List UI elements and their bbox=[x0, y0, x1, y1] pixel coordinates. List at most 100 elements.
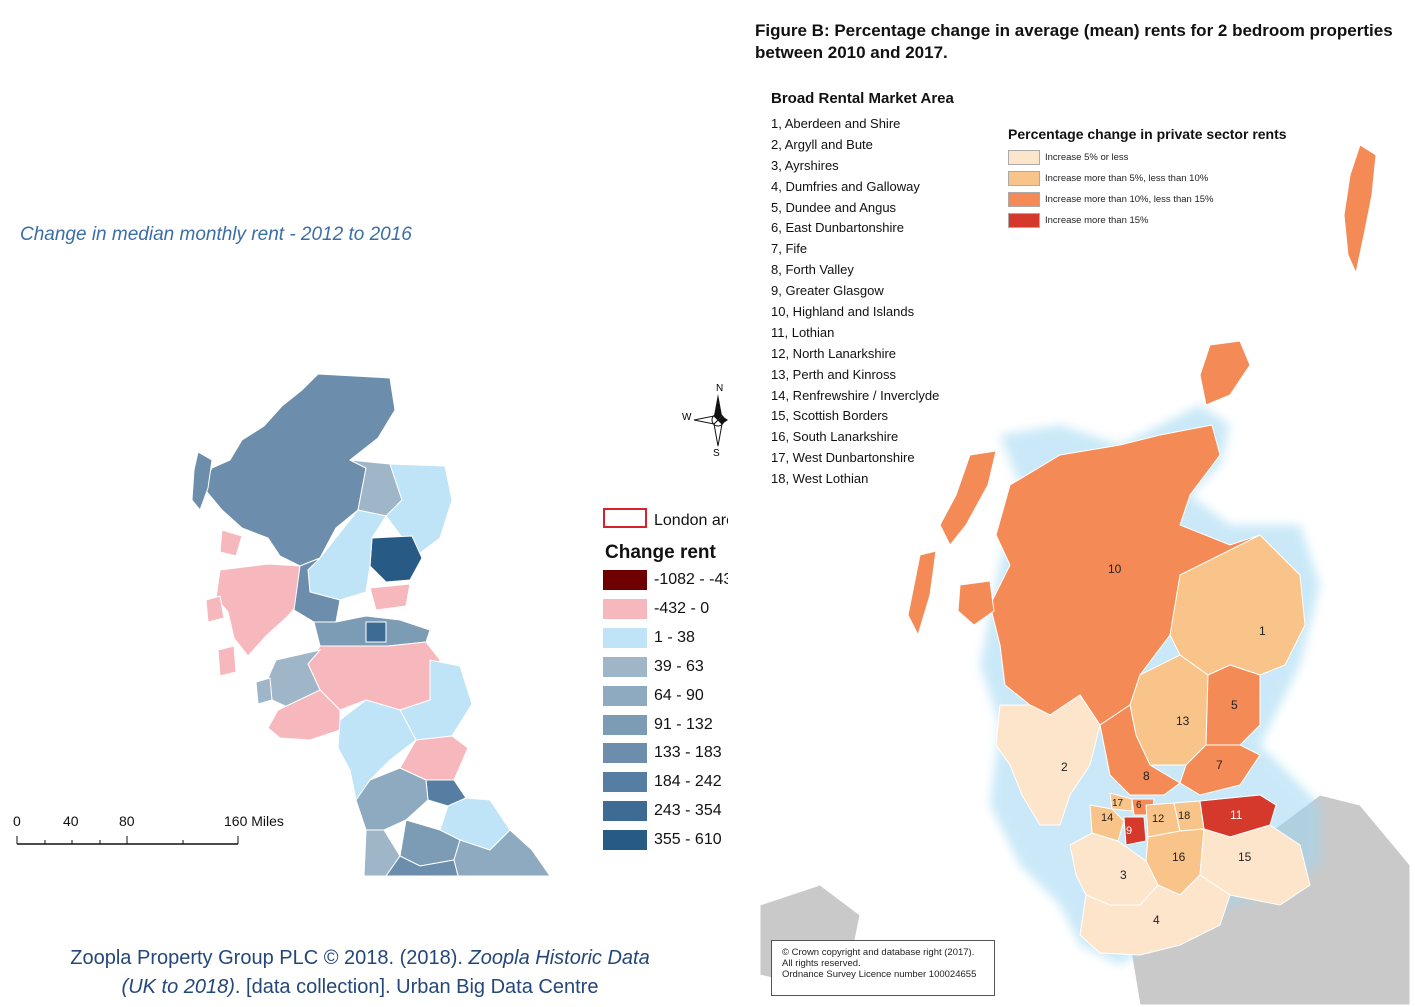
region-cumbria bbox=[337, 699, 417, 802]
rental-market-area-item: 16, South Lanarkshire bbox=[771, 429, 899, 445]
legend-class-label: 355 - 610 bbox=[654, 831, 722, 849]
region-17-west-dunbartonshire bbox=[1109, 792, 1133, 812]
legend-class-label: 39 - 63 bbox=[654, 657, 704, 675]
legend-title: Change rent bbox=[605, 542, 716, 563]
figure-b-title: Figure B: Percentage change in average (… bbox=[755, 21, 1393, 62]
north-arrow-icon: N W S bbox=[682, 383, 728, 459]
rental-market-area-item: 12, North Lanarkshire bbox=[771, 345, 897, 361]
map-label-4: 4 bbox=[1153, 913, 1160, 927]
orkney-islands bbox=[1199, 340, 1251, 406]
uk-rent-change-map bbox=[191, 373, 551, 877]
legend-class-label: 64 - 90 bbox=[654, 686, 704, 704]
region-14-renfrewshire bbox=[1089, 804, 1125, 842]
rental-market-area-item: 9, Greater Glasgow bbox=[771, 283, 884, 299]
legend-class-label: 243 - 354 bbox=[654, 802, 722, 820]
region-8-forth-valley bbox=[1099, 704, 1181, 796]
pct-legend-swatch bbox=[1008, 213, 1040, 228]
map-label-13: 13 bbox=[1176, 714, 1190, 728]
data-citation: Zoopla Property Group PLC © 2018. (2018)… bbox=[60, 944, 660, 1002]
rental-market-area-item: 7, Fife bbox=[771, 241, 808, 257]
rental-market-area-item: 6, East Dunbartonshire bbox=[771, 220, 904, 236]
map-label-6: 6 bbox=[1136, 800, 1142, 811]
map-label-11: 11 bbox=[1230, 808, 1243, 822]
citation-title: Zoopla Historic Data (UK to 2018) bbox=[121, 947, 650, 998]
scale-label-40: 40 bbox=[63, 813, 79, 829]
legend-swatch bbox=[603, 830, 647, 851]
region-angus bbox=[369, 535, 423, 583]
percentage-change-legend: Percentage change in private sector rent… bbox=[1008, 126, 1328, 228]
legend-class-label: 1 - 38 bbox=[654, 628, 695, 646]
legend-class-label: 91 - 132 bbox=[654, 715, 713, 733]
left-map-legend: London area Change rent -1082 - -433 -432… bbox=[603, 508, 728, 858]
legend-swatch bbox=[603, 656, 647, 677]
shetland-islands bbox=[1343, 144, 1377, 275]
rental-market-area-item: 4, Dumfries and Galloway bbox=[771, 178, 920, 194]
region-stirling bbox=[293, 557, 341, 623]
legend-class-label: -432 - 0 bbox=[654, 599, 710, 617]
rental-market-area-item: 13, Perth and Kinross bbox=[771, 366, 897, 382]
copyright-notice: © Crown copyright and database right (20… bbox=[771, 940, 995, 996]
percentage-legend-title: Percentage change in private sector rent… bbox=[1008, 126, 1287, 142]
map-label-5: 5 bbox=[1231, 698, 1238, 712]
outer-hebrides-south bbox=[907, 550, 937, 637]
map-label-12: 12 bbox=[1152, 813, 1164, 825]
legend-class-label: 133 - 183 bbox=[654, 744, 722, 762]
map-label-8: 8 bbox=[1143, 769, 1150, 783]
region-edinburgh bbox=[365, 621, 387, 643]
legend-swatch bbox=[603, 714, 647, 735]
rental-market-area-item: 2, Argyll and Bute bbox=[771, 136, 873, 152]
map-label-3: 3 bbox=[1120, 868, 1127, 882]
left-map-subtitle: Change in median monthly rent - 2012 to … bbox=[20, 224, 412, 245]
rental-market-area-item: 14, Renfrewshire / Inverclyde bbox=[771, 387, 940, 403]
outer-hebrides bbox=[939, 450, 997, 546]
map-label-10: 10 bbox=[1108, 562, 1122, 576]
rental-market-area-item: 1, Aberdeen and Shire bbox=[771, 116, 901, 131]
rental-market-area-item: 10, Highland and Islands bbox=[771, 304, 915, 320]
rental-market-area-item: 5, Dundee and Angus bbox=[771, 199, 897, 215]
map-label-17: 17 bbox=[1112, 798, 1124, 809]
rental-market-area-list: 1, Aberdeen and Shire 2, Argyll and Bute 3… bbox=[771, 114, 939, 490]
legend-swatch bbox=[603, 598, 647, 619]
region-islay bbox=[217, 645, 237, 677]
citation-part2: . [data collection]. Urban Big Data Cent… bbox=[234, 976, 599, 998]
pct-legend-label: Increase more than 10%, less than 15% bbox=[1045, 194, 1214, 205]
scale-label-0: 0 bbox=[13, 813, 21, 829]
legend-swatch bbox=[603, 772, 647, 793]
legend-swatch bbox=[603, 801, 647, 822]
rental-market-area-item: 11, Lothian bbox=[771, 324, 835, 340]
rental-market-area-item: 17, West Dunbartonshire bbox=[771, 450, 915, 466]
region-4-dumfries-galloway bbox=[1079, 874, 1231, 956]
compass-n-label: N bbox=[716, 383, 723, 394]
region-highlands bbox=[201, 373, 396, 567]
map-label-18: 18 bbox=[1178, 810, 1190, 822]
region-aberdeenshire bbox=[385, 463, 453, 557]
map-label-7: 7 bbox=[1216, 758, 1223, 772]
pct-legend-label: Increase more than 5%, less than 10% bbox=[1045, 173, 1209, 184]
map-label-14: 14 bbox=[1101, 812, 1113, 824]
region-fife bbox=[369, 583, 411, 611]
region-mull bbox=[205, 595, 225, 623]
pct-legend-swatch bbox=[1008, 150, 1040, 165]
compass-w-label: W bbox=[682, 412, 692, 423]
pct-legend-swatch bbox=[1008, 171, 1040, 186]
rental-market-area-item: 8, Forth Valley bbox=[771, 262, 854, 278]
rental-market-area-title: Broad Rental Market Area bbox=[771, 90, 954, 107]
rental-market-area-item: 15, Scottish Borders bbox=[771, 408, 889, 424]
scale-label-80: 80 bbox=[119, 813, 135, 829]
rental-market-area-item: 3, Ayrshires bbox=[771, 157, 839, 173]
pct-legend-label: Increase more than 15% bbox=[1045, 215, 1149, 226]
legend-class-label: 184 - 242 bbox=[654, 773, 722, 791]
compass-s-label: S bbox=[713, 448, 720, 459]
region-2-argyll-bute bbox=[995, 694, 1101, 826]
scale-bar: 0 40 80 160 Miles bbox=[10, 808, 310, 858]
legend-swatch bbox=[603, 685, 647, 706]
copyright-line1: © Crown copyright and database right (20… bbox=[782, 947, 975, 958]
legend-swatch bbox=[603, 743, 647, 764]
region-arran bbox=[255, 677, 273, 705]
map-label-1: 1 bbox=[1259, 624, 1266, 638]
map-label-2: 2 bbox=[1061, 760, 1068, 774]
rental-market-area-item: 18, West Lothian bbox=[771, 471, 869, 487]
legend-swatch bbox=[603, 627, 647, 648]
region-7-fife bbox=[1179, 744, 1261, 796]
map-label-15: 15 bbox=[1238, 850, 1252, 864]
